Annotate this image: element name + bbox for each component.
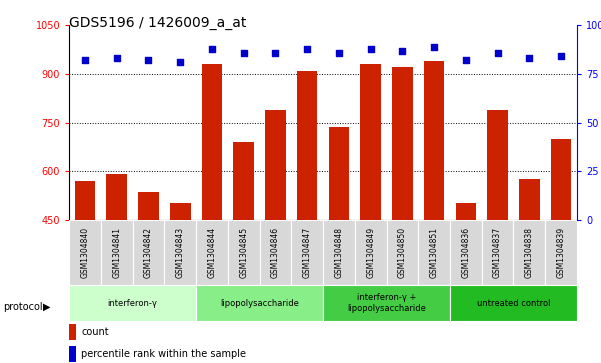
Text: GSM1304842: GSM1304842	[144, 227, 153, 278]
Bar	[170, 203, 191, 220]
Point	[493, 50, 502, 56]
Bar	[260, 220, 291, 285]
Point	[366, 46, 376, 52]
Point	[80, 57, 90, 63]
Bar	[519, 179, 540, 220]
Text: GSM1304838: GSM1304838	[525, 227, 534, 278]
Point	[112, 56, 121, 61]
Bar	[450, 285, 577, 321]
Bar	[201, 64, 222, 220]
Bar	[106, 174, 127, 220]
Point	[525, 56, 534, 61]
Bar	[513, 220, 545, 285]
Point	[144, 57, 153, 63]
Text: lipopolysaccharide: lipopolysaccharide	[220, 299, 299, 307]
Text: GSM1304837: GSM1304837	[493, 227, 502, 278]
Bar	[329, 127, 349, 220]
Bar	[164, 220, 196, 285]
Bar	[69, 285, 196, 321]
Point	[557, 54, 566, 60]
Text: interferon-γ +
lipopolysaccharide: interferon-γ + lipopolysaccharide	[347, 293, 426, 313]
Bar	[456, 203, 476, 220]
Bar	[265, 110, 285, 220]
Bar	[355, 220, 386, 285]
Text: GSM1304849: GSM1304849	[366, 227, 375, 278]
Bar	[75, 181, 96, 220]
Bar	[361, 64, 381, 220]
Text: GSM1304841: GSM1304841	[112, 227, 121, 278]
Point	[302, 46, 312, 52]
Point	[334, 50, 344, 56]
Bar	[392, 68, 413, 220]
Bar	[196, 220, 228, 285]
Bar	[228, 220, 260, 285]
Text: count: count	[81, 327, 109, 337]
Point	[175, 60, 185, 65]
Bar	[297, 71, 317, 220]
Text: protocol: protocol	[3, 302, 43, 312]
Bar	[323, 285, 450, 321]
Text: GSM1304843: GSM1304843	[175, 227, 185, 278]
Bar	[424, 61, 445, 220]
Text: GSM1304848: GSM1304848	[334, 227, 343, 278]
Bar	[482, 220, 513, 285]
Bar	[101, 220, 133, 285]
Text: GSM1304846: GSM1304846	[271, 227, 280, 278]
Point	[270, 50, 280, 56]
Text: percentile rank within the sample: percentile rank within the sample	[81, 349, 246, 359]
Point	[239, 50, 248, 56]
Bar	[545, 220, 577, 285]
Text: ▶: ▶	[43, 302, 50, 312]
Bar	[450, 220, 482, 285]
Bar	[138, 192, 159, 220]
Text: GSM1304850: GSM1304850	[398, 227, 407, 278]
Point	[207, 46, 217, 52]
Bar	[69, 220, 101, 285]
Bar	[323, 220, 355, 285]
Bar	[196, 285, 323, 321]
Text: interferon-γ: interferon-γ	[108, 299, 157, 307]
Text: GSM1304851: GSM1304851	[430, 227, 439, 278]
Point	[429, 44, 439, 50]
Bar	[233, 142, 254, 220]
Text: GDS5196 / 1426009_a_at: GDS5196 / 1426009_a_at	[69, 16, 246, 30]
Point	[398, 48, 407, 54]
Bar	[133, 220, 164, 285]
Text: GSM1304845: GSM1304845	[239, 227, 248, 278]
Bar	[551, 139, 572, 220]
Point	[461, 57, 471, 63]
Text: GSM1304836: GSM1304836	[462, 227, 471, 278]
Bar	[291, 220, 323, 285]
Text: untreated control: untreated control	[477, 299, 551, 307]
Bar	[418, 220, 450, 285]
Bar	[487, 110, 508, 220]
Text: GSM1304839: GSM1304839	[557, 227, 566, 278]
Text: GSM1304840: GSM1304840	[81, 227, 90, 278]
Text: GSM1304847: GSM1304847	[303, 227, 312, 278]
Text: GSM1304844: GSM1304844	[207, 227, 216, 278]
Bar	[386, 220, 418, 285]
